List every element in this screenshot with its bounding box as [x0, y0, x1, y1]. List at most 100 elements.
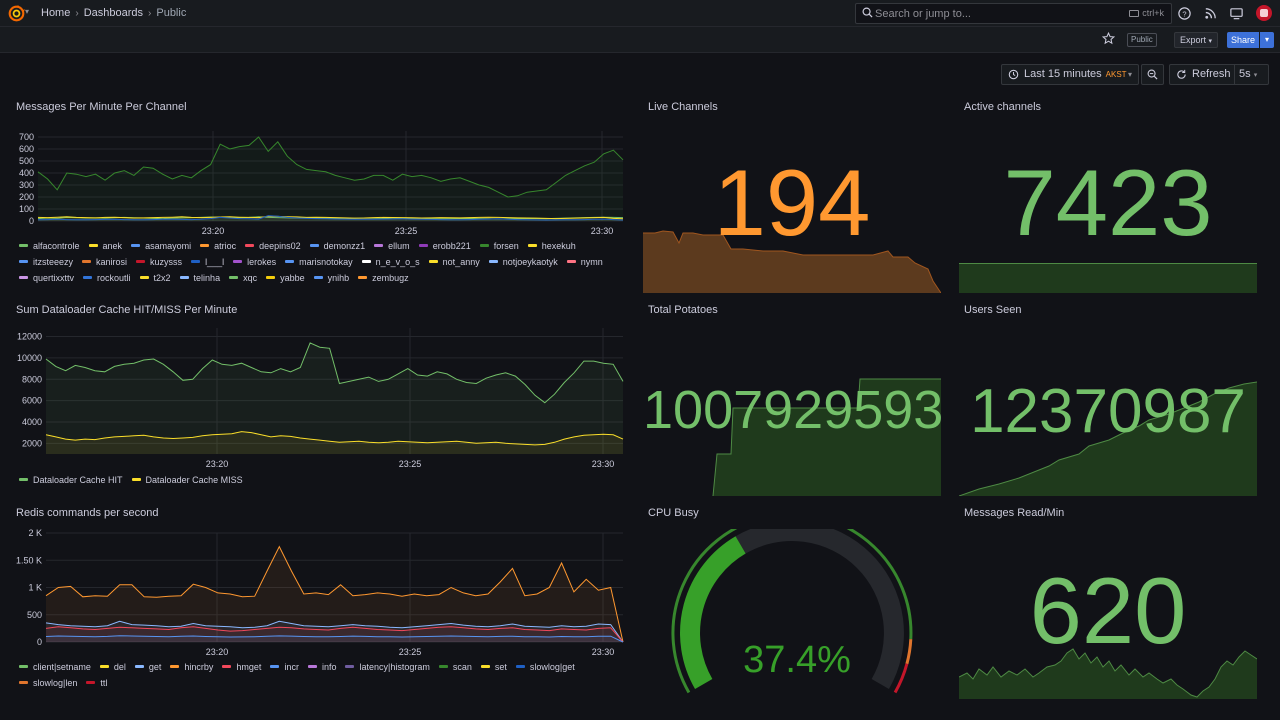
legend-item[interactable]: latency|histogram	[345, 659, 430, 675]
legend-item[interactable]: n_e_v_o_s	[361, 254, 420, 270]
series-area	[46, 635, 623, 642]
grafana-logo-icon[interactable]	[8, 5, 25, 22]
legend-item[interactable]: hincrby	[170, 659, 213, 675]
shortcut-text: ctrl+k	[1142, 8, 1164, 18]
legend-item[interactable]: client|setname	[19, 659, 91, 675]
legend-item[interactable]: l___l	[191, 254, 224, 270]
series-line	[37, 215, 624, 221]
legend-swatch	[515, 665, 525, 668]
legend-label: hincrby	[184, 662, 214, 672]
series-area	[46, 546, 623, 642]
legend-item[interactable]: scan	[438, 659, 472, 675]
legend-item[interactable]: demonzz1	[309, 238, 366, 254]
messages-per-minute-chart[interactable]: 0 100 200 300 400 500 600 700 23:20 23:25 23:30	[16, 127, 628, 239]
legend-swatch	[19, 665, 28, 668]
legend-item[interactable]: ynihb	[313, 270, 350, 286]
legend-label: rockoutli	[97, 273, 131, 283]
search-input[interactable]: Search or jump to... ctrl+k	[855, 3, 1172, 24]
legend-item[interactable]: del	[99, 659, 126, 675]
legend-label: ttl	[100, 678, 108, 688]
legend-item[interactable]: Dataloader Cache HIT	[19, 472, 123, 488]
legend-swatch	[134, 665, 144, 668]
legend-label: kanirosi	[96, 257, 128, 267]
x-tick-label: 23:20	[206, 647, 229, 657]
legend-item[interactable]: kuzysss	[136, 254, 182, 270]
user-avatar[interactable]	[1256, 5, 1272, 21]
legend-item[interactable]: hexekuh	[527, 238, 576, 254]
y-tick-label: 8000	[22, 374, 42, 384]
panel-active-channels: Active channels 7423	[959, 101, 1257, 293]
breadcrumb-dashboards[interactable]: Dashboards	[83, 7, 144, 19]
breadcrumb: Home › Dashboards › Public	[41, 7, 186, 19]
sparkline	[643, 230, 941, 293]
refresh-button[interactable]: Refresh 5s ▾	[1169, 64, 1269, 85]
legend-swatch	[200, 244, 210, 247]
legend-item[interactable]: yabbe	[266, 270, 305, 286]
legend-swatch	[131, 478, 141, 481]
legend-label: get	[148, 662, 162, 672]
legend-swatch	[222, 665, 232, 668]
breadcrumb-home[interactable]: Home	[41, 7, 71, 19]
legend-item[interactable]: asamayomi	[131, 238, 191, 254]
legend-item[interactable]: info	[307, 659, 336, 675]
y-tick-label: 6000	[22, 396, 42, 406]
export-button[interactable]: Export ▾	[1174, 32, 1219, 48]
legend-item[interactable]: kanirosi	[82, 254, 127, 270]
legend-item[interactable]: nymn	[566, 254, 603, 270]
kiosk-mode-icon[interactable]	[1229, 6, 1244, 21]
legend-item[interactable]: telinha	[179, 270, 220, 286]
legend-item[interactable]: Dataloader Cache MISS	[131, 472, 243, 488]
legend-item[interactable]: set	[480, 659, 507, 675]
panel-messages-per-minute: Messages Per Minute Per Channel 0 100 200 3…	[16, 101, 628, 291]
legend-item[interactable]: itzsteeezy	[19, 254, 73, 270]
legend-item[interactable]: not_anny	[428, 254, 480, 270]
help-icon[interactable]: ?	[1177, 6, 1192, 21]
legend-item[interactable]: lerokes	[233, 254, 276, 270]
legend-item[interactable]: anek	[88, 238, 122, 254]
gauge-value-arc	[680, 536, 746, 689]
legend-label: demonzz1	[323, 241, 366, 251]
share-button[interactable]: Share	[1227, 32, 1259, 48]
news-rss-icon[interactable]	[1203, 6, 1218, 21]
legend-item[interactable]: ttl	[86, 675, 107, 691]
legend-item[interactable]: atrioc	[200, 238, 236, 254]
series-area	[46, 431, 623, 454]
legend-item[interactable]: hmget	[222, 659, 261, 675]
dataloader-cache-chart[interactable]: 2000 4000 6000 8000 10000 12000 23:20 23:25 23:3…	[16, 326, 628, 474]
redis-commands-chart[interactable]: 0 500 1 K 1.50 K 2 K 23:20 23:25 23:30	[16, 527, 628, 669]
stat-value: 7423	[1003, 150, 1213, 255]
legend-item[interactable]: erobb221	[418, 238, 471, 254]
legend-item[interactable]: slowlog|get	[515, 659, 575, 675]
panel-users-seen: Users Seen 12370987	[959, 304, 1257, 496]
legend-swatch	[566, 260, 576, 263]
legend-item[interactable]: get	[134, 659, 162, 675]
chevron-down-icon[interactable]: ▾	[25, 7, 30, 16]
legend-item[interactable]: alfacontrole	[19, 238, 80, 254]
legend-item[interactable]: rockoutli	[83, 270, 131, 286]
legend-item[interactable]: zembugz	[358, 270, 409, 286]
legend-item[interactable]: slowlog|len	[19, 675, 77, 691]
x-tick-label: 23:30	[592, 459, 615, 469]
legend-item[interactable]: forsen	[479, 238, 519, 254]
legend-item[interactable]: incr	[270, 659, 299, 675]
legend-label: ynihb	[327, 273, 350, 283]
legend-item[interactable]: marisnotokay	[285, 254, 353, 270]
star-favorite-icon[interactable]	[1102, 32, 1115, 45]
clock-icon	[1008, 69, 1019, 80]
legend-item[interactable]: ellum	[374, 238, 410, 254]
legend-item[interactable]: deepins02	[245, 238, 301, 254]
y-tick-label: 500	[27, 610, 42, 620]
zoom-out-button[interactable]	[1141, 64, 1164, 85]
legend-swatch	[82, 260, 92, 263]
legend-item[interactable]: quertixxttv	[19, 270, 74, 286]
legend-item[interactable]: xqc	[229, 270, 257, 286]
legend-item[interactable]: t2x2	[139, 270, 171, 286]
legend-item[interactable]: notjoeykaotyk	[488, 254, 558, 270]
refresh-interval-picker[interactable]: 5s ▾	[1239, 65, 1257, 85]
time-range-picker[interactable]: Last 15 minutes AKST ▾	[1001, 64, 1139, 85]
x-tick-label: 23:20	[202, 226, 225, 236]
legend-swatch	[313, 276, 323, 279]
legend-swatch	[285, 260, 295, 263]
legend-label: set	[494, 662, 507, 672]
share-menu-chevron-down-icon[interactable]: ▾	[1260, 32, 1274, 48]
